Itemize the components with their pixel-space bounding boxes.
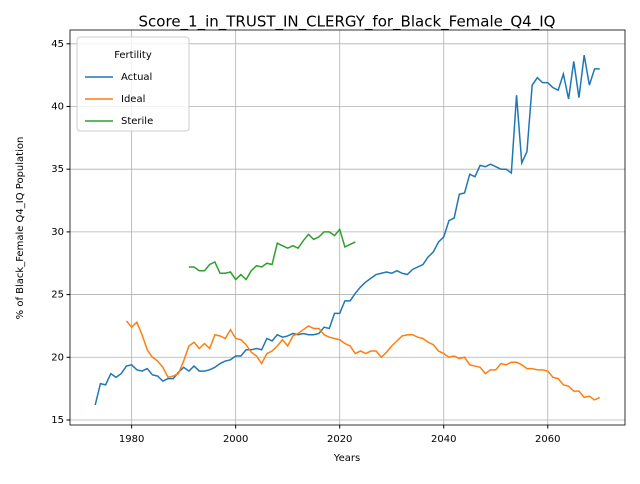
y-tick-label: 45	[51, 39, 64, 50]
x-tick-label: 2000	[223, 434, 248, 445]
y-tick-label: 20	[51, 352, 64, 363]
legend-label: Ideal	[121, 94, 145, 105]
y-tick-label: 40	[51, 101, 64, 112]
y-axis-label: % of Black_Female Q4_IQ Population	[15, 137, 26, 320]
x-axis-label: Years	[333, 453, 360, 464]
line-series	[125, 320, 601, 401]
x-tick-label: 2040	[431, 434, 456, 445]
legend-label: Actual	[121, 72, 152, 83]
chart-title: Score_1_in_TRUST_IN_CLERGY_for_Black_Fem…	[139, 13, 556, 32]
y-tick-label: 25	[51, 290, 64, 301]
legend-title: Fertility	[114, 50, 152, 61]
x-tick-label: 2020	[327, 434, 352, 445]
x-tick-label: 2060	[535, 434, 560, 445]
y-tick-label: 30	[51, 227, 64, 238]
y-tick-label: 15	[51, 415, 64, 426]
legend-box	[76, 36, 190, 132]
y-tick-label: 35	[51, 164, 64, 175]
plot-frame	[69, 29, 626, 426]
legend-label: Sterile	[121, 116, 153, 127]
line-series	[188, 227, 356, 281]
x-tick-label: 1980	[119, 434, 144, 445]
